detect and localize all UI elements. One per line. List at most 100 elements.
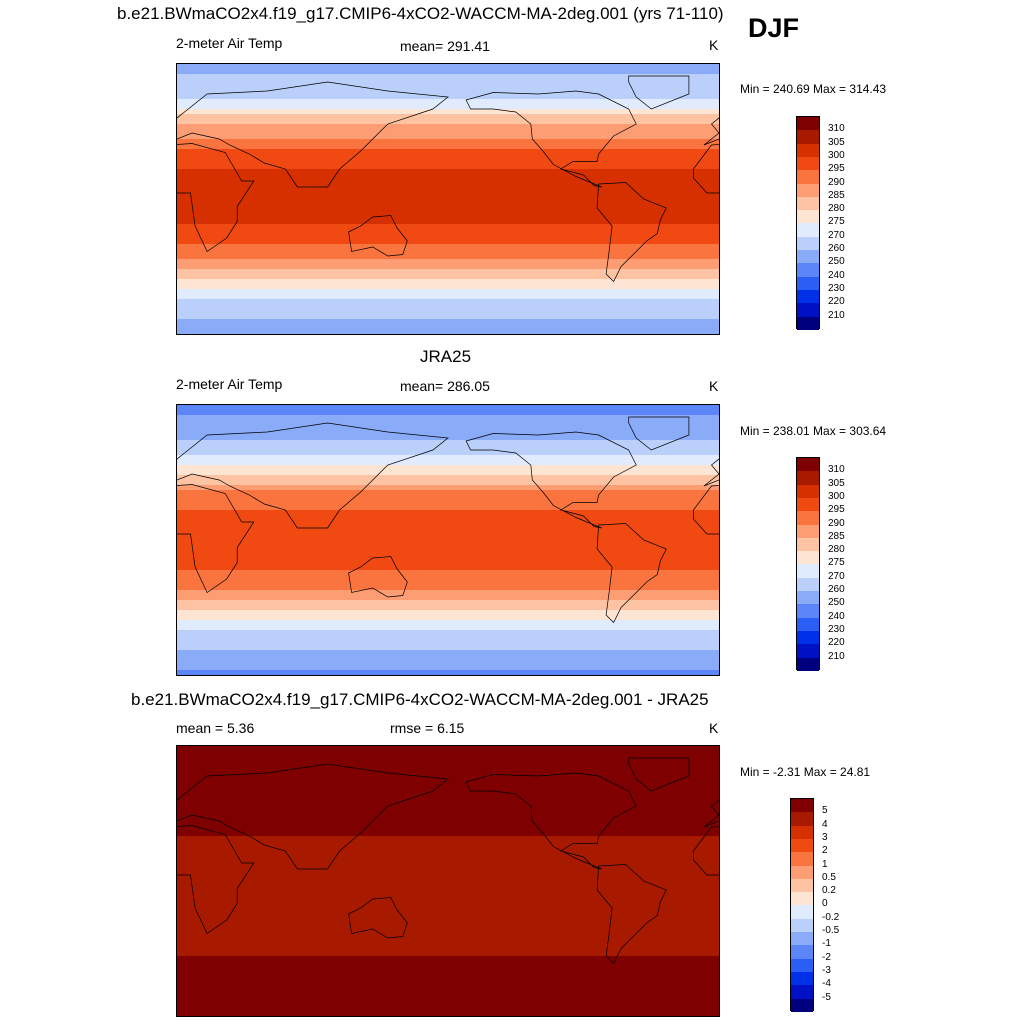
colorbar-box	[791, 852, 813, 866]
coastline	[465, 90, 637, 188]
field-band	[177, 209, 719, 215]
field-band	[177, 124, 719, 130]
field-band	[177, 224, 719, 230]
field-band	[177, 169, 719, 175]
colorbar-tick-label: 220	[828, 296, 845, 308]
colorbar-box	[797, 537, 819, 552]
panel1-colorbar: 310 305 300 295 290 285 280 275 270 260 250 240 230 2…	[796, 116, 845, 331]
field-band	[177, 570, 719, 576]
coastline	[628, 75, 690, 110]
colorbar-box	[797, 564, 819, 579]
colorbar-box	[791, 971, 813, 986]
colorbar-tick-label: 295	[828, 504, 845, 516]
colorbar-box	[791, 932, 813, 946]
colorbar-tick-label: 305	[828, 136, 845, 148]
colorbar-tick-label: 220	[828, 637, 845, 649]
field-band	[177, 746, 719, 752]
field-band	[177, 174, 719, 180]
colorbar-box	[797, 156, 819, 171]
coastline	[348, 215, 408, 257]
colorbar-tick-label: -1	[822, 938, 831, 950]
panel2-minmax: Min = 238.01 Max = 303.64	[740, 424, 887, 438]
colorbar-box	[797, 591, 819, 605]
field-band	[177, 294, 719, 300]
field-band	[177, 585, 719, 591]
field-band	[177, 761, 719, 767]
field-band	[177, 74, 719, 80]
field-band	[177, 996, 719, 1002]
coastline	[177, 763, 449, 870]
colorbar-tick-label: 310	[828, 464, 845, 476]
colorbar-tick-label: 0.2	[822, 885, 836, 897]
field-band	[177, 510, 719, 516]
field-band	[177, 665, 719, 671]
field-band	[177, 480, 719, 486]
panel3-title: b.e21.BWmaCO2x4.f19_g17.CMIP6-4xCO2-WACC…	[131, 690, 709, 709]
colorbar-box	[791, 878, 813, 893]
colorbar-tick-label: 0.5	[822, 871, 836, 883]
colorbar-tick-label: 230	[828, 282, 845, 294]
colorbar-box	[797, 236, 819, 251]
field-band	[177, 164, 719, 170]
colorbar-box	[797, 130, 819, 145]
field-band	[177, 139, 719, 145]
field-band	[177, 425, 719, 431]
colorbar-box	[797, 630, 819, 645]
field-band	[177, 981, 719, 987]
field-band	[177, 234, 719, 240]
field-band	[177, 991, 719, 997]
colorbar-box	[791, 865, 813, 880]
colorbar-tick-label: 240	[828, 610, 845, 622]
field-band	[177, 229, 719, 235]
field-band	[177, 896, 719, 902]
field-band	[177, 921, 719, 927]
colorbar-tick-label: 1	[822, 858, 828, 870]
field-band	[177, 179, 719, 185]
field-band	[177, 505, 719, 511]
colorbar-box	[797, 289, 819, 304]
colorbar-tick-label: -2	[822, 951, 831, 963]
colorbar-tick-label: 250	[828, 256, 845, 268]
colorbar-box	[797, 210, 819, 224]
field-band	[177, 129, 719, 135]
coastline	[177, 81, 449, 188]
panel1-variable-label: 2-meter Air Temp	[176, 35, 283, 51]
field-band	[177, 470, 719, 476]
colorbar-tick-label: 305	[828, 477, 845, 489]
field-band	[177, 615, 719, 621]
field-band	[177, 781, 719, 787]
field-band	[177, 490, 719, 496]
field-band	[177, 931, 719, 937]
colorbar-tick-label: -4	[822, 978, 831, 990]
field-band	[177, 951, 719, 957]
field-band	[177, 194, 719, 200]
colorbar-box	[791, 892, 813, 906]
field-band	[177, 946, 719, 952]
coastline	[628, 757, 690, 792]
coastline	[693, 144, 719, 194]
colorbar-box	[797, 183, 819, 198]
field-band	[177, 1006, 719, 1012]
colorbar-box	[797, 316, 819, 331]
field-band	[177, 525, 719, 531]
field-band	[177, 786, 719, 792]
field-band	[177, 84, 719, 90]
field-band	[177, 455, 719, 461]
field-band	[177, 304, 719, 310]
panel3-mean-label: mean = 5.36	[176, 720, 255, 736]
field-band	[177, 976, 719, 982]
field-band	[177, 144, 719, 150]
colorbar-box	[791, 998, 813, 1013]
field-band	[177, 655, 719, 661]
field-band	[177, 806, 719, 812]
colorbar-tick-label: 275	[828, 557, 845, 569]
field-band	[177, 866, 719, 872]
colorbar-tick-label: 230	[828, 623, 845, 635]
field-band	[177, 590, 719, 596]
colorbar-box	[797, 604, 819, 619]
field-band	[177, 986, 719, 992]
colorbar-box	[797, 524, 819, 539]
panel1-map	[176, 63, 720, 335]
field-band	[177, 670, 719, 675]
coastline	[177, 422, 449, 529]
